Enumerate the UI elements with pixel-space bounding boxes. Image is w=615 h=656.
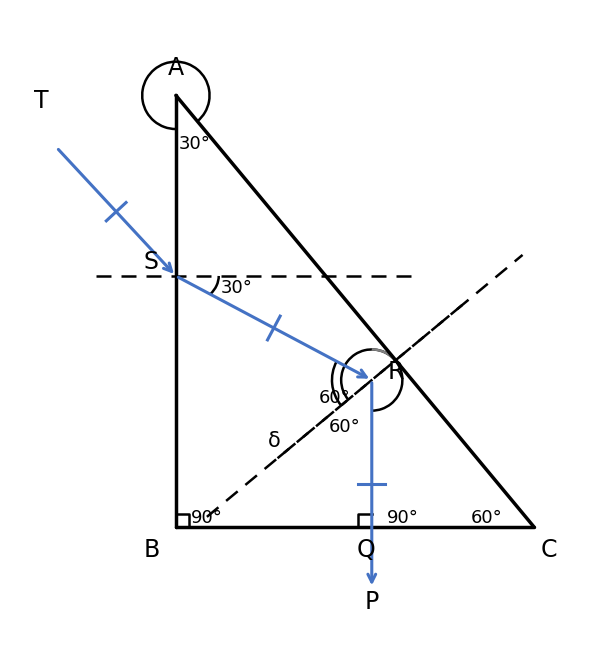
Text: 90°: 90° [191, 509, 223, 527]
Text: 60°: 60° [471, 509, 502, 527]
Text: δ: δ [268, 431, 280, 451]
Text: R: R [388, 360, 405, 384]
Text: 60°: 60° [328, 418, 360, 436]
Text: Q: Q [356, 538, 375, 562]
Text: 30°: 30° [178, 135, 210, 154]
Text: C: C [541, 538, 558, 562]
Text: A: A [168, 56, 184, 80]
Text: 60°: 60° [319, 390, 351, 407]
Text: B: B [143, 538, 159, 562]
Text: S: S [144, 251, 159, 274]
Text: P: P [365, 590, 379, 614]
Text: 90°: 90° [386, 509, 418, 527]
Text: 30°: 30° [221, 279, 253, 297]
Text: T: T [34, 89, 49, 113]
